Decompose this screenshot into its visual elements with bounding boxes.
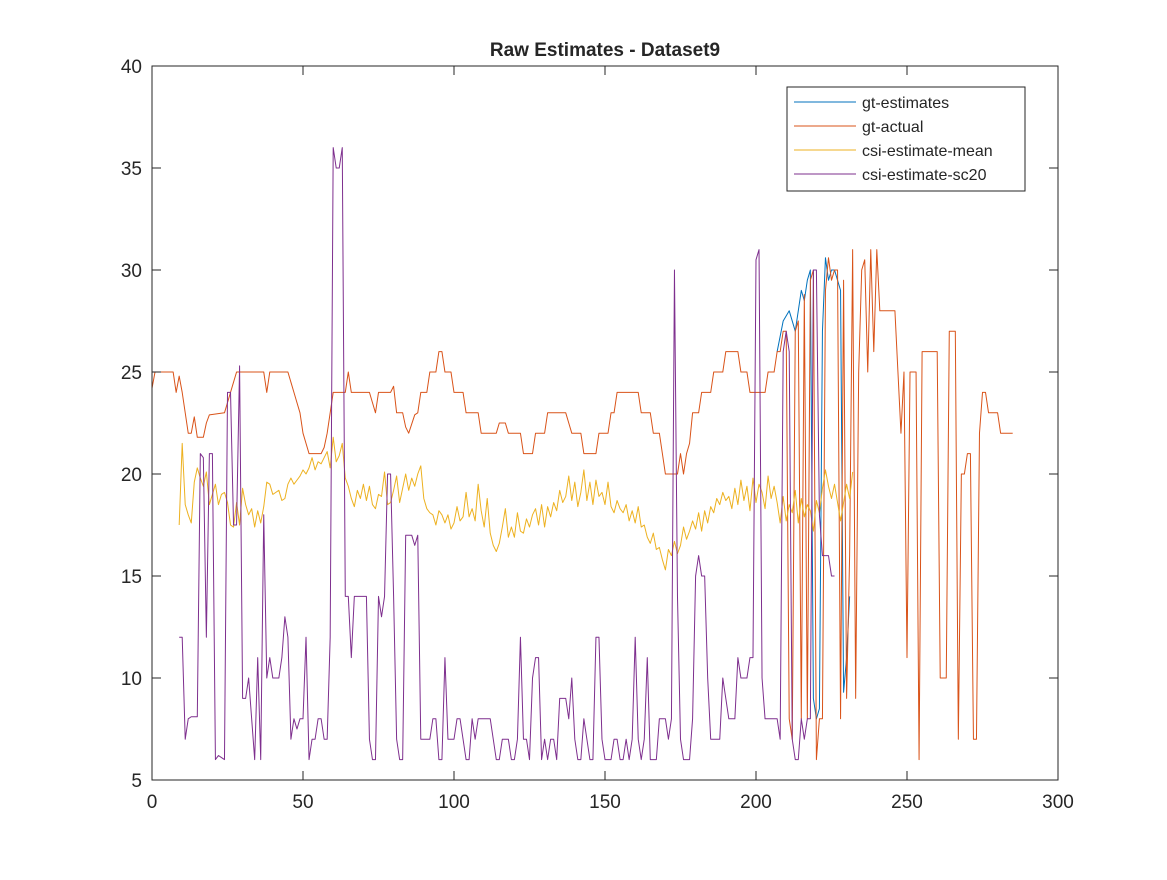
x-tick-label: 150 xyxy=(589,792,621,813)
y-tick-label: 30 xyxy=(121,261,142,282)
x-tick-label: 100 xyxy=(438,792,470,813)
legend-label-gt-estimates: gt-estimates xyxy=(862,95,949,112)
x-tick-label: 50 xyxy=(292,792,313,813)
y-tick-label: 40 xyxy=(121,57,142,78)
series-line-gt-actual xyxy=(151,249,1013,761)
series-layer xyxy=(151,147,1013,761)
y-tick-label: 25 xyxy=(121,363,142,384)
chart-title: Raw Estimates - Dataset9 xyxy=(490,40,720,61)
series-line-gt-estimates xyxy=(776,257,851,720)
series-line-csi-estimate-sc20 xyxy=(179,147,835,761)
legend-label-gt-actual: gt-actual xyxy=(862,119,923,136)
legend-label-csi-estimate-sc20: csi-estimate-sc20 xyxy=(862,167,987,184)
x-tick-label: 200 xyxy=(740,792,772,813)
y-tick-label: 15 xyxy=(121,567,142,588)
x-tick-label: 250 xyxy=(891,792,923,813)
y-tick-label: 5 xyxy=(131,771,142,792)
y-tick-label: 20 xyxy=(121,465,142,486)
series-line-csi-estimate-mean xyxy=(178,436,854,571)
tick-layer: 0 50 100 150 200 250 300 5 10 15 20 25 30 35 40 xyxy=(121,57,1074,813)
legend-label-csi-estimate-mean: csi-estimate-mean xyxy=(862,143,993,160)
x-tick-label: 300 xyxy=(1042,792,1074,813)
y-tick-label: 10 xyxy=(121,669,142,690)
y-tick-label: 35 xyxy=(121,159,142,180)
x-tick-label: 0 xyxy=(147,792,158,813)
legend: gt-estimates gt-actual csi-estimate-mean cs… xyxy=(786,86,1026,192)
